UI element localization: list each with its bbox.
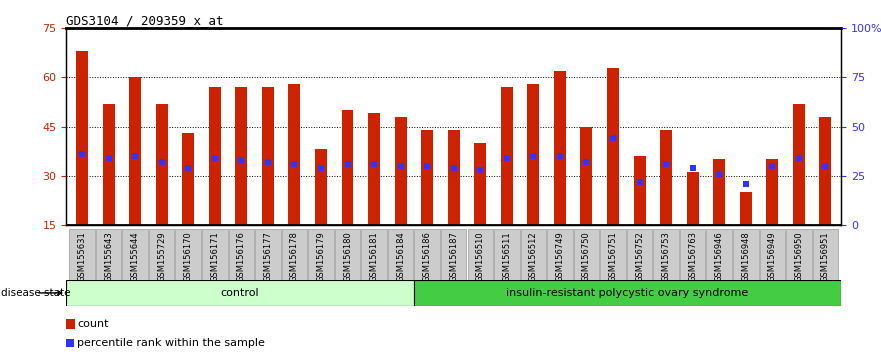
- FancyBboxPatch shape: [494, 229, 520, 280]
- Bar: [474, 143, 486, 225]
- Bar: [421, 130, 433, 225]
- Text: GSM156176: GSM156176: [237, 232, 246, 282]
- Text: GSM156510: GSM156510: [476, 232, 485, 282]
- Bar: [209, 87, 221, 225]
- Text: GSM156949: GSM156949: [768, 232, 777, 282]
- FancyBboxPatch shape: [388, 229, 413, 280]
- Text: insulin-resistant polycystic ovary syndrome: insulin-resistant polycystic ovary syndr…: [507, 288, 749, 298]
- Text: GSM156170: GSM156170: [184, 232, 193, 282]
- Text: GSM156180: GSM156180: [343, 232, 352, 282]
- Text: GSM156753: GSM156753: [662, 232, 670, 282]
- FancyBboxPatch shape: [308, 229, 334, 280]
- FancyBboxPatch shape: [786, 229, 811, 280]
- Bar: [288, 84, 300, 225]
- FancyBboxPatch shape: [441, 229, 466, 280]
- Text: GSM156752: GSM156752: [635, 232, 644, 282]
- Bar: [500, 87, 513, 225]
- Bar: [714, 159, 725, 225]
- Text: disease state: disease state: [2, 288, 70, 298]
- Bar: [182, 133, 194, 225]
- Bar: [342, 110, 353, 225]
- Bar: [686, 172, 699, 225]
- Text: GSM155644: GSM155644: [130, 232, 139, 282]
- FancyBboxPatch shape: [122, 229, 148, 280]
- FancyBboxPatch shape: [228, 229, 254, 280]
- FancyBboxPatch shape: [414, 229, 440, 280]
- Text: GSM156171: GSM156171: [211, 232, 219, 282]
- Text: GSM156177: GSM156177: [263, 232, 272, 282]
- FancyBboxPatch shape: [521, 229, 546, 280]
- Bar: [660, 130, 672, 225]
- FancyBboxPatch shape: [680, 229, 706, 280]
- FancyBboxPatch shape: [255, 229, 281, 280]
- FancyBboxPatch shape: [282, 229, 307, 280]
- Text: GSM155729: GSM155729: [157, 232, 167, 282]
- Text: GSM156950: GSM156950: [795, 232, 803, 282]
- Bar: [76, 51, 88, 225]
- FancyBboxPatch shape: [600, 229, 626, 280]
- FancyBboxPatch shape: [335, 229, 360, 280]
- Text: GSM156512: GSM156512: [529, 232, 538, 282]
- Bar: [554, 71, 566, 225]
- FancyBboxPatch shape: [96, 229, 122, 280]
- Text: GSM156763: GSM156763: [688, 232, 697, 282]
- FancyBboxPatch shape: [175, 229, 201, 280]
- FancyBboxPatch shape: [759, 229, 785, 280]
- Bar: [315, 149, 327, 225]
- Text: GSM156751: GSM156751: [609, 232, 618, 282]
- FancyBboxPatch shape: [70, 229, 95, 280]
- Text: GSM156951: GSM156951: [821, 232, 830, 282]
- FancyBboxPatch shape: [574, 229, 599, 280]
- Text: control: control: [220, 288, 259, 298]
- FancyBboxPatch shape: [66, 280, 413, 306]
- Bar: [819, 117, 832, 225]
- Text: GSM156749: GSM156749: [555, 232, 565, 282]
- Bar: [368, 113, 380, 225]
- Text: GSM156178: GSM156178: [290, 232, 299, 282]
- FancyBboxPatch shape: [361, 229, 387, 280]
- Text: GDS3104 / 209359_x_at: GDS3104 / 209359_x_at: [66, 14, 224, 27]
- Bar: [633, 156, 646, 225]
- Text: GSM156181: GSM156181: [369, 232, 379, 282]
- Bar: [581, 126, 592, 225]
- FancyBboxPatch shape: [812, 229, 838, 280]
- Bar: [793, 104, 805, 225]
- Text: GSM155631: GSM155631: [78, 232, 86, 282]
- Text: percentile rank within the sample: percentile rank within the sample: [78, 338, 265, 348]
- FancyBboxPatch shape: [149, 229, 174, 280]
- FancyBboxPatch shape: [202, 229, 227, 280]
- Text: GSM156187: GSM156187: [449, 232, 458, 282]
- Text: GSM156511: GSM156511: [502, 232, 511, 282]
- Bar: [607, 68, 619, 225]
- Bar: [528, 84, 539, 225]
- Bar: [235, 87, 248, 225]
- Bar: [156, 104, 167, 225]
- FancyBboxPatch shape: [547, 229, 573, 280]
- Bar: [766, 159, 778, 225]
- Text: GSM156750: GSM156750: [582, 232, 591, 282]
- FancyBboxPatch shape: [654, 229, 679, 280]
- Text: GSM156184: GSM156184: [396, 232, 405, 282]
- Text: GSM156948: GSM156948: [741, 232, 751, 282]
- FancyBboxPatch shape: [707, 229, 732, 280]
- Bar: [262, 87, 274, 225]
- Bar: [102, 104, 115, 225]
- Text: GSM155643: GSM155643: [104, 232, 113, 282]
- Bar: [448, 130, 460, 225]
- FancyBboxPatch shape: [413, 280, 841, 306]
- Text: GSM156186: GSM156186: [423, 232, 432, 282]
- Bar: [740, 192, 751, 225]
- FancyBboxPatch shape: [626, 229, 652, 280]
- Bar: [395, 117, 407, 225]
- Text: GSM156946: GSM156946: [714, 232, 723, 282]
- Text: count: count: [78, 319, 108, 329]
- FancyBboxPatch shape: [733, 229, 759, 280]
- Bar: [130, 78, 141, 225]
- FancyBboxPatch shape: [468, 229, 493, 280]
- Text: GSM156179: GSM156179: [316, 232, 325, 282]
